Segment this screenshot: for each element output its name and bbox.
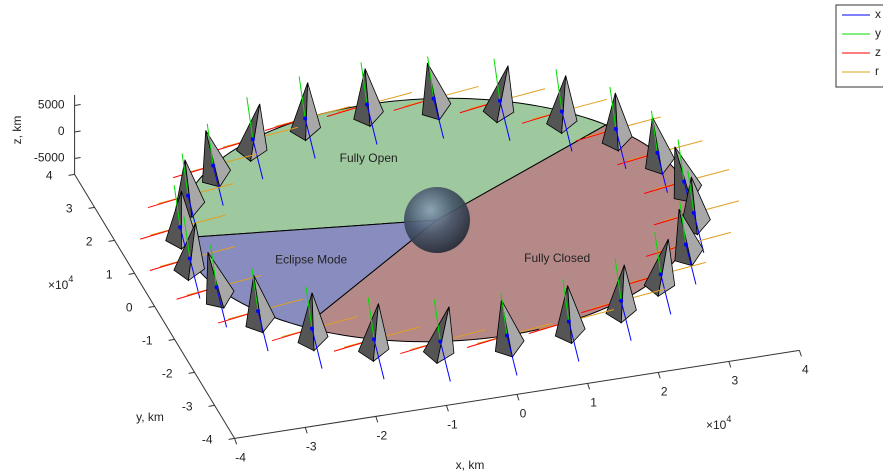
- y-multiplier-power: 4: [68, 274, 73, 284]
- satellite-position: [560, 109, 564, 113]
- satellite-position: [659, 272, 663, 276]
- z-tick-label: 0: [58, 124, 65, 138]
- satellite-position: [655, 151, 659, 155]
- x-tick: [305, 427, 307, 433]
- x-tick-label: 1: [590, 396, 597, 410]
- x-tick-label: 2: [661, 385, 668, 399]
- legend-label: r: [875, 64, 879, 78]
- x-tick-label: -2: [376, 429, 387, 443]
- x-tick: [446, 405, 448, 411]
- satellite-position: [178, 225, 182, 229]
- x-tick-label: 0: [520, 407, 527, 421]
- x-tick-label: -4: [235, 451, 246, 465]
- y-tick-label: -1: [142, 334, 153, 348]
- satellite-position: [188, 257, 192, 261]
- y-tick: [229, 438, 235, 439]
- y-tick-label: 3: [66, 202, 73, 216]
- y-tick-label: -4: [202, 433, 213, 447]
- x-tick: [729, 361, 731, 367]
- y-tick-label: 0: [126, 301, 133, 315]
- y-tick-label: -3: [182, 400, 193, 414]
- y-tick-label: 4: [46, 169, 53, 183]
- satellite-position: [186, 194, 190, 198]
- x-multiplier-base: ×10: [706, 418, 727, 432]
- satellite-position: [438, 340, 442, 344]
- x-tick: [658, 372, 660, 378]
- satellite-position: [372, 337, 376, 341]
- y-multiplier-base: ×10: [48, 278, 69, 292]
- satellite-position: [256, 309, 260, 313]
- y-tick-label: 2: [86, 235, 93, 249]
- satellite-position: [303, 116, 307, 120]
- z-tick-label: 5000: [38, 98, 65, 112]
- x-axis-label: x, km: [456, 458, 485, 472]
- x-tick: [517, 394, 519, 400]
- x-tick: [588, 383, 590, 389]
- chart: z, km y, km x, km ×104 ×104 -4-3-2-10123…: [0, 0, 883, 475]
- y-tick: [89, 207, 95, 208]
- y-tick: [189, 372, 195, 373]
- y-multiplier: ×104: [48, 274, 73, 292]
- z-tick: [75, 105, 81, 106]
- satellite-position: [251, 137, 255, 141]
- legend-label: y: [875, 26, 881, 40]
- y-tick: [129, 273, 135, 274]
- z-tick: [75, 131, 81, 132]
- satellite-position: [498, 99, 502, 103]
- x-tick-label: -3: [306, 440, 317, 454]
- sector-label: Fully Closed: [524, 251, 590, 265]
- x-tick: [235, 438, 237, 444]
- x-tick-label: 3: [731, 374, 738, 388]
- x-multiplier-power: 4: [726, 414, 731, 424]
- satellite-position: [614, 127, 618, 131]
- satellite-position: [215, 285, 219, 289]
- satellite-position: [432, 96, 436, 100]
- y-tick: [109, 240, 115, 241]
- earth: [404, 187, 470, 253]
- legend-label: z: [875, 45, 881, 59]
- x-tick: [376, 416, 378, 422]
- satellite-position: [684, 242, 688, 246]
- z-tick: [75, 158, 81, 159]
- satellite-position: [692, 211, 696, 215]
- satellite-position: [682, 180, 686, 184]
- x-tick-label: -1: [447, 418, 458, 432]
- y-tick-label: 1: [106, 268, 113, 282]
- y-axis-label: y, km: [136, 410, 164, 424]
- y-tick: [209, 405, 215, 406]
- sector-label: Eclipse Mode: [275, 253, 347, 267]
- x-tick-label: 4: [802, 363, 809, 377]
- y-tick: [69, 174, 75, 175]
- satellite-position: [211, 164, 215, 168]
- z-axis-label: z, km: [10, 116, 24, 145]
- satellite-position: [505, 334, 509, 338]
- satellite-position: [567, 320, 571, 324]
- x-tick: [799, 350, 801, 356]
- y-tick-label: -2: [162, 367, 173, 381]
- z-tick-label: -5000: [34, 151, 65, 165]
- satellite-position: [365, 103, 369, 107]
- satellite-position: [310, 327, 314, 331]
- satellite-position: [619, 299, 623, 303]
- legend-label: x: [875, 7, 881, 21]
- sector-label: Fully Open: [340, 151, 398, 165]
- x-multiplier: ×104: [706, 414, 731, 432]
- y-tick: [169, 339, 175, 340]
- y-tick: [149, 306, 155, 307]
